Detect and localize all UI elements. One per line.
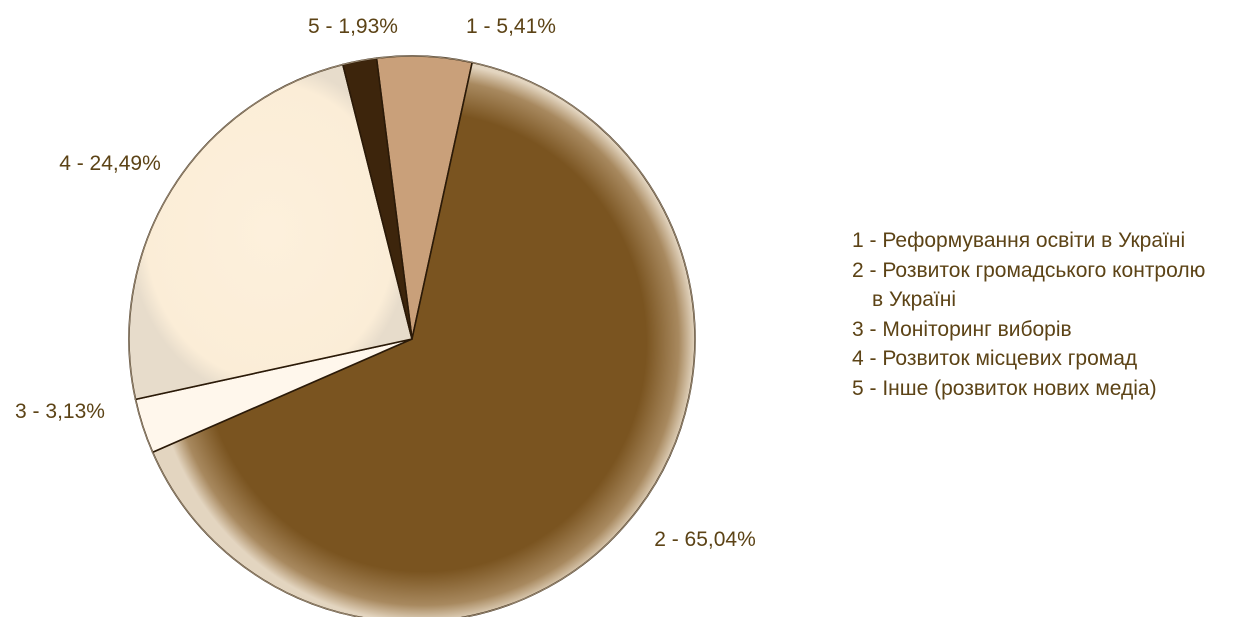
slice-label-1: 1 - 5,41% [466,15,556,38]
slice-label-4: 4 - 24,49% [59,152,161,175]
pie-outline [128,55,696,617]
pie-slices [128,55,696,617]
legend-item-1: 1 - Реформування освіти в Україні [852,226,1242,256]
slice-label-5: 5 - 1,93% [308,15,398,38]
legend-item-1-text: 1 - Реформування освіти в Україні [852,229,1186,252]
slice-label-3: 3 - 3,13% [15,400,105,423]
legend-item-2-text-line-2: в Україні [872,288,957,311]
legend-item-5: 5 - Інше (розвиток нових медіа) [852,374,1242,404]
legend-item-5-text: 5 - Інше (розвиток нових медіа) [852,376,1157,400]
legend-item-3-text: 3 - Моніторинг виборів [852,317,1072,341]
legend-item-2: 2 - Розвиток громадського контролю [852,256,1242,286]
slice-label-2: 2 - 65,04% [654,528,756,551]
legend-item-2-text: 2 - Розвиток громадського контролю [852,258,1206,282]
legend-item-3: 3 - Моніторинг виборів [852,315,1242,345]
legend-item-2-continuation: в Україні [852,285,1242,315]
legend-item-4: 4 - Розвиток місцевих громад [852,344,1242,374]
slice-labels: 1 - 5,41% 2 - 65,04% 3 - 3,13% 4 - 24,49% 5 … [15,15,756,551]
legend-item-4-text: 4 - Розвиток місцевих громад [852,347,1138,370]
legend: 1 - Реформування освіти в Україні 2 - Ро… [852,226,1242,403]
